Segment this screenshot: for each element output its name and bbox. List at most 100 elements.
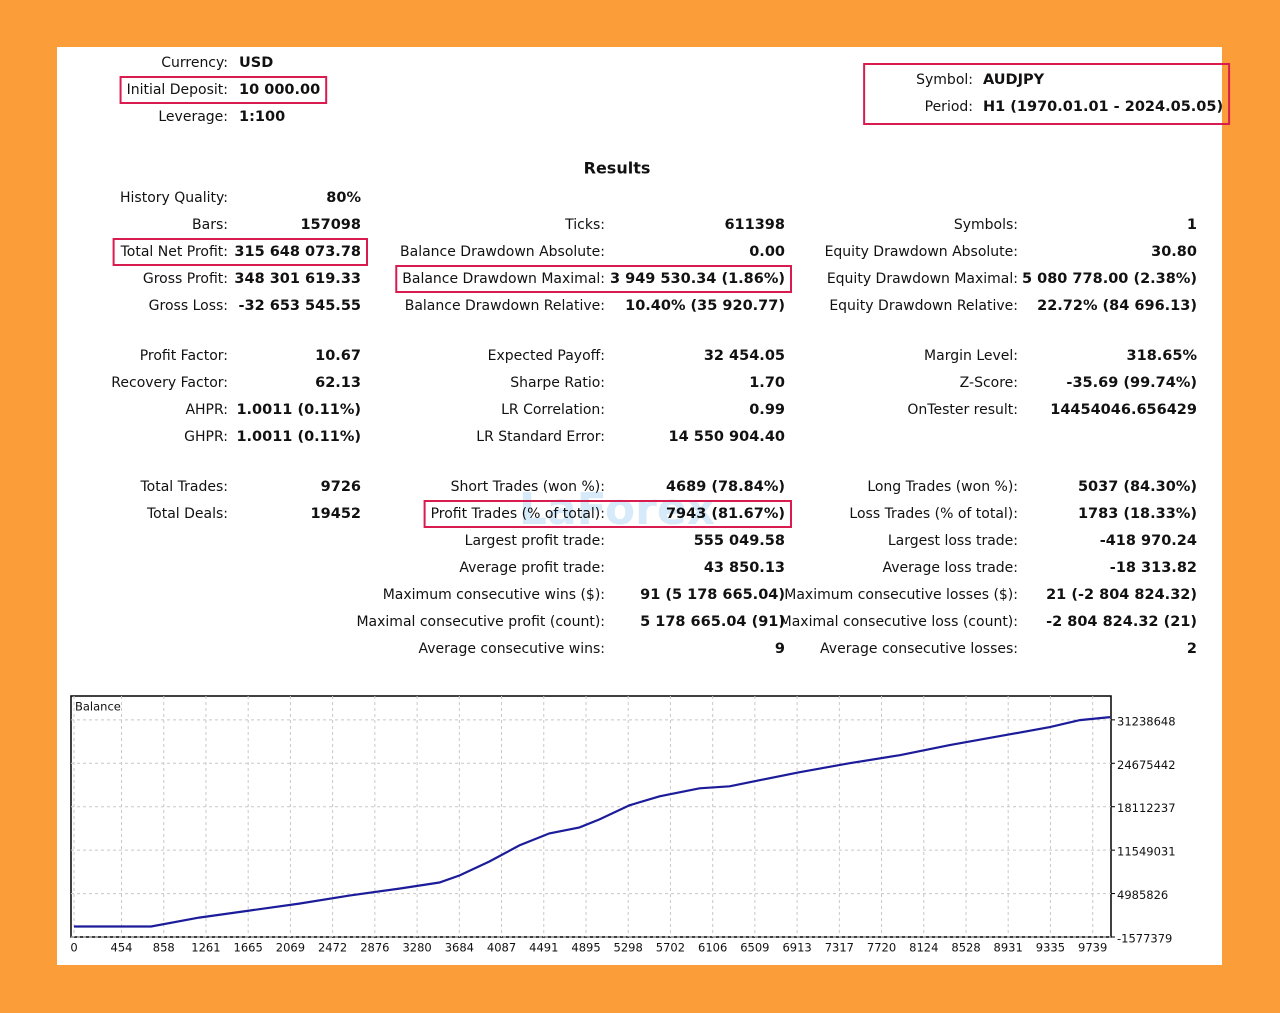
stat-label: Maximal consecutive profit (count): [356,614,605,630]
x-tick-label: 4491 [529,941,558,955]
stat-value: 555 049.58 [694,533,785,549]
x-tick-label: 5298 [614,941,643,955]
stat-value: 30.80 [1151,244,1197,260]
x-tick-label: 2876 [360,941,389,955]
stat-value: -18 313.82 [1110,560,1197,576]
stat-label: Largest profit trade: [465,533,605,549]
plot-area [70,695,1112,938]
stat-label: Average consecutive losses: [820,641,1018,657]
stat-label: GHPR: [184,429,228,445]
stat-value: 1.0011 (0.11%) [236,429,361,445]
stat-label: Z-Score: [960,375,1018,391]
field-value: USD [239,55,273,71]
x-tick-label: 1261 [191,941,220,955]
stat-label: Sharpe Ratio: [510,375,605,391]
stat-value: 3 949 530.34 (1.86%) [610,271,785,287]
stat-value: 14454046.656429 [1050,402,1197,418]
x-tick-label: 7317 [825,941,854,955]
stat-value: -32 653 545.55 [238,298,361,314]
y-tick-label: 18112237 [1117,801,1176,815]
y-tick-label: 4985826 [1117,888,1168,902]
stat-value: 1.0011 (0.11%) [236,402,361,418]
stat-label: Equity Drawdown Relative: [829,298,1018,314]
stat-value: 22.72% (84 696.13) [1037,298,1197,314]
stat-value: 1783 (18.33%) [1078,506,1197,522]
stat-label: Average loss trade: [883,560,1018,576]
x-tick-label: 2472 [318,941,347,955]
stat-label: Average consecutive wins: [418,641,605,657]
stat-label: Average profit trade: [459,560,605,576]
stat-label: Long Trades (won %): [867,479,1018,495]
stat-value: 14 550 904.40 [669,429,786,445]
stat-value: 315 648 073.78 [234,244,361,260]
stat-value: 5 080 778.00 (2.38%) [1022,271,1197,287]
balance-line [74,716,1111,928]
stat-value: 43 850.13 [704,560,785,576]
field-value: H1 (1970.01.01 - 2024.05.05) [983,99,1223,115]
stat-value: -2 804 824.32 (21) [1046,614,1197,630]
x-tick-label: 9739 [1078,941,1107,955]
x-tick-label: 8528 [951,941,980,955]
stat-value: 9 [775,641,785,657]
stat-label: Margin Level: [924,348,1018,364]
stat-value: 348 301 619.33 [234,271,361,287]
x-tick-label: 8124 [909,941,938,955]
stat-value: 5037 (84.30%) [1078,479,1197,495]
stat-label: History Quality: [120,190,228,206]
stat-label: Balance Drawdown Relative: [405,298,605,314]
stat-value: 2 [1187,641,1197,657]
x-tick-label: 0 [70,941,77,955]
x-tick-label: 8931 [994,941,1023,955]
stat-label: Maximum consecutive wins ($): [383,587,605,603]
stat-label: Short Trades (won %): [451,479,605,495]
stat-value: 7943 (81.67%) [666,506,785,522]
stat-label: Total Net Profit: [120,244,228,260]
y-tick-label: 24675442 [1117,758,1176,772]
x-tick-label: 4087 [487,941,516,955]
x-tick-label: 7720 [867,941,896,955]
x-tick-label: 5702 [656,941,685,955]
stat-value: 10.40% (35 920.77) [625,298,785,314]
field-value: 10 000.00 [239,82,320,98]
stat-value: 4689 (78.84%) [666,479,785,495]
highlight-box [112,238,368,266]
stat-label: Gross Profit: [143,271,228,287]
chart-title: Balance [75,700,121,714]
stat-value: 611398 [724,217,785,233]
stat-value: 80% [326,190,361,206]
stat-value: 5 178 665.04 (91) [640,614,785,630]
stat-label: Profit Factor: [140,348,228,364]
field-label: Initial Deposit: [127,82,228,98]
stat-label: Equity Drawdown Maximal: [827,271,1018,287]
y-tick-label: 11549031 [1117,845,1176,859]
results-title: Results [584,159,651,178]
field-label: Period: [925,99,973,115]
field-value: AUDJPY [983,72,1045,88]
stat-label: Bars: [192,217,228,233]
stat-label: Recovery Factor: [111,375,228,391]
stat-label: Loss Trades (% of total): [849,506,1018,522]
x-tick-label: 4895 [571,941,600,955]
stat-label: Balance Drawdown Maximal: [402,271,605,287]
highlight-box [423,500,792,528]
stat-value: 21 (-2 804 824.32) [1046,587,1197,603]
x-tick-label: 6913 [782,941,811,955]
stat-value: 318.65% [1127,348,1198,364]
stat-label: LR Correlation: [501,402,605,418]
stat-label: Total Trades: [140,479,229,495]
stat-label: Symbols: [954,217,1018,233]
stat-label: AHPR: [185,402,228,418]
stat-value: 62.13 [315,375,361,391]
x-tick-label: 9335 [1036,941,1065,955]
stat-label: Maximum consecutive losses ($): [784,587,1018,603]
stat-value: 157098 [300,217,361,233]
stat-label: OnTester result: [907,402,1018,418]
stat-value: 0.99 [749,402,785,418]
stat-label: Ticks: [564,217,605,233]
x-tick-label: 3684 [445,941,474,955]
stat-value: 19452 [311,506,361,522]
x-tick-label: 3280 [402,941,431,955]
x-tick-label: 858 [153,941,175,955]
